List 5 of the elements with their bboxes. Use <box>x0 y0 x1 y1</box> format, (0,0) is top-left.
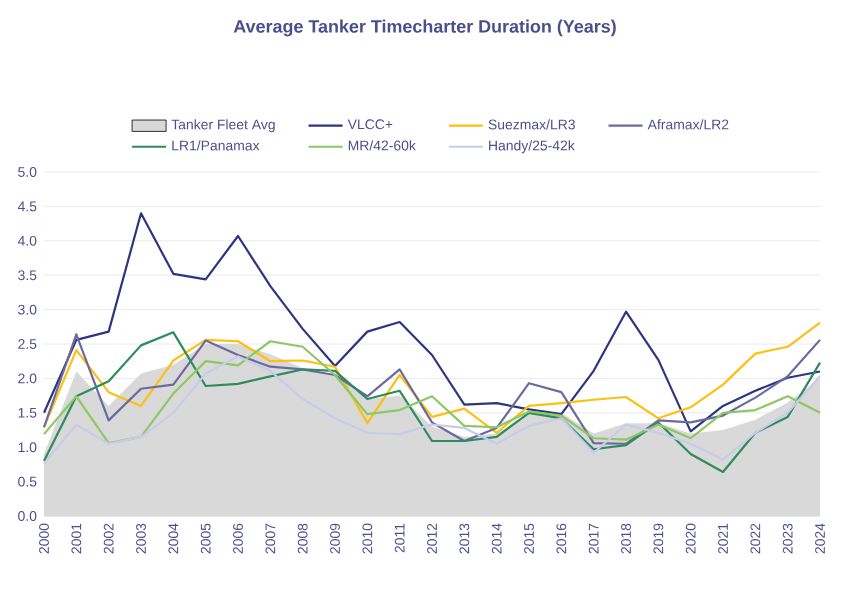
chart-title: Average Tanker Timecharter Duration (Years) <box>233 19 616 37</box>
line-series <box>42 331 822 474</box>
line-series <box>42 321 822 434</box>
line-series <box>42 212 822 433</box>
line-series <box>42 355 822 465</box>
